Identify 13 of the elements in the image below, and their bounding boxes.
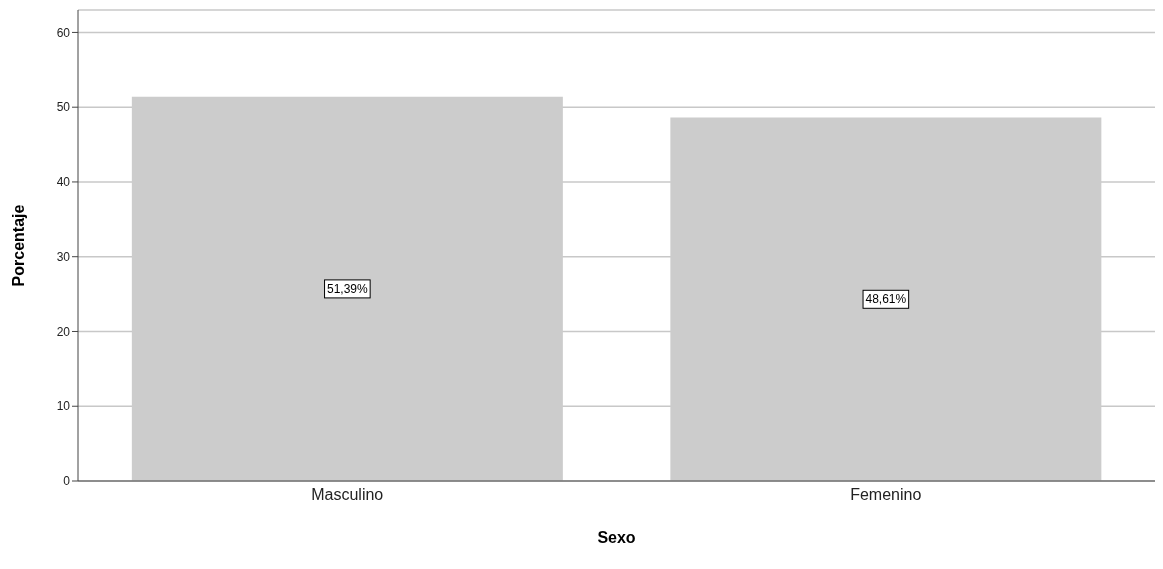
y-tick-label: 10 bbox=[56, 399, 71, 414]
data-label: 48,61% bbox=[865, 292, 907, 307]
y-tick-label: 30 bbox=[56, 249, 71, 264]
y-tick-label: 40 bbox=[56, 175, 71, 190]
y-tick-label: 60 bbox=[56, 25, 71, 40]
y-tick-label: 20 bbox=[56, 324, 71, 339]
y-axis-title: Porcentaje bbox=[9, 204, 27, 287]
x-axis-title: Sexo bbox=[597, 529, 636, 546]
y-tick-label: 50 bbox=[56, 100, 71, 115]
data-label: 51,39% bbox=[327, 281, 369, 296]
x-tick-label: Masculino bbox=[311, 486, 384, 504]
y-tick-label: 0 bbox=[63, 474, 71, 489]
x-tick-label: Femenino bbox=[850, 486, 922, 504]
